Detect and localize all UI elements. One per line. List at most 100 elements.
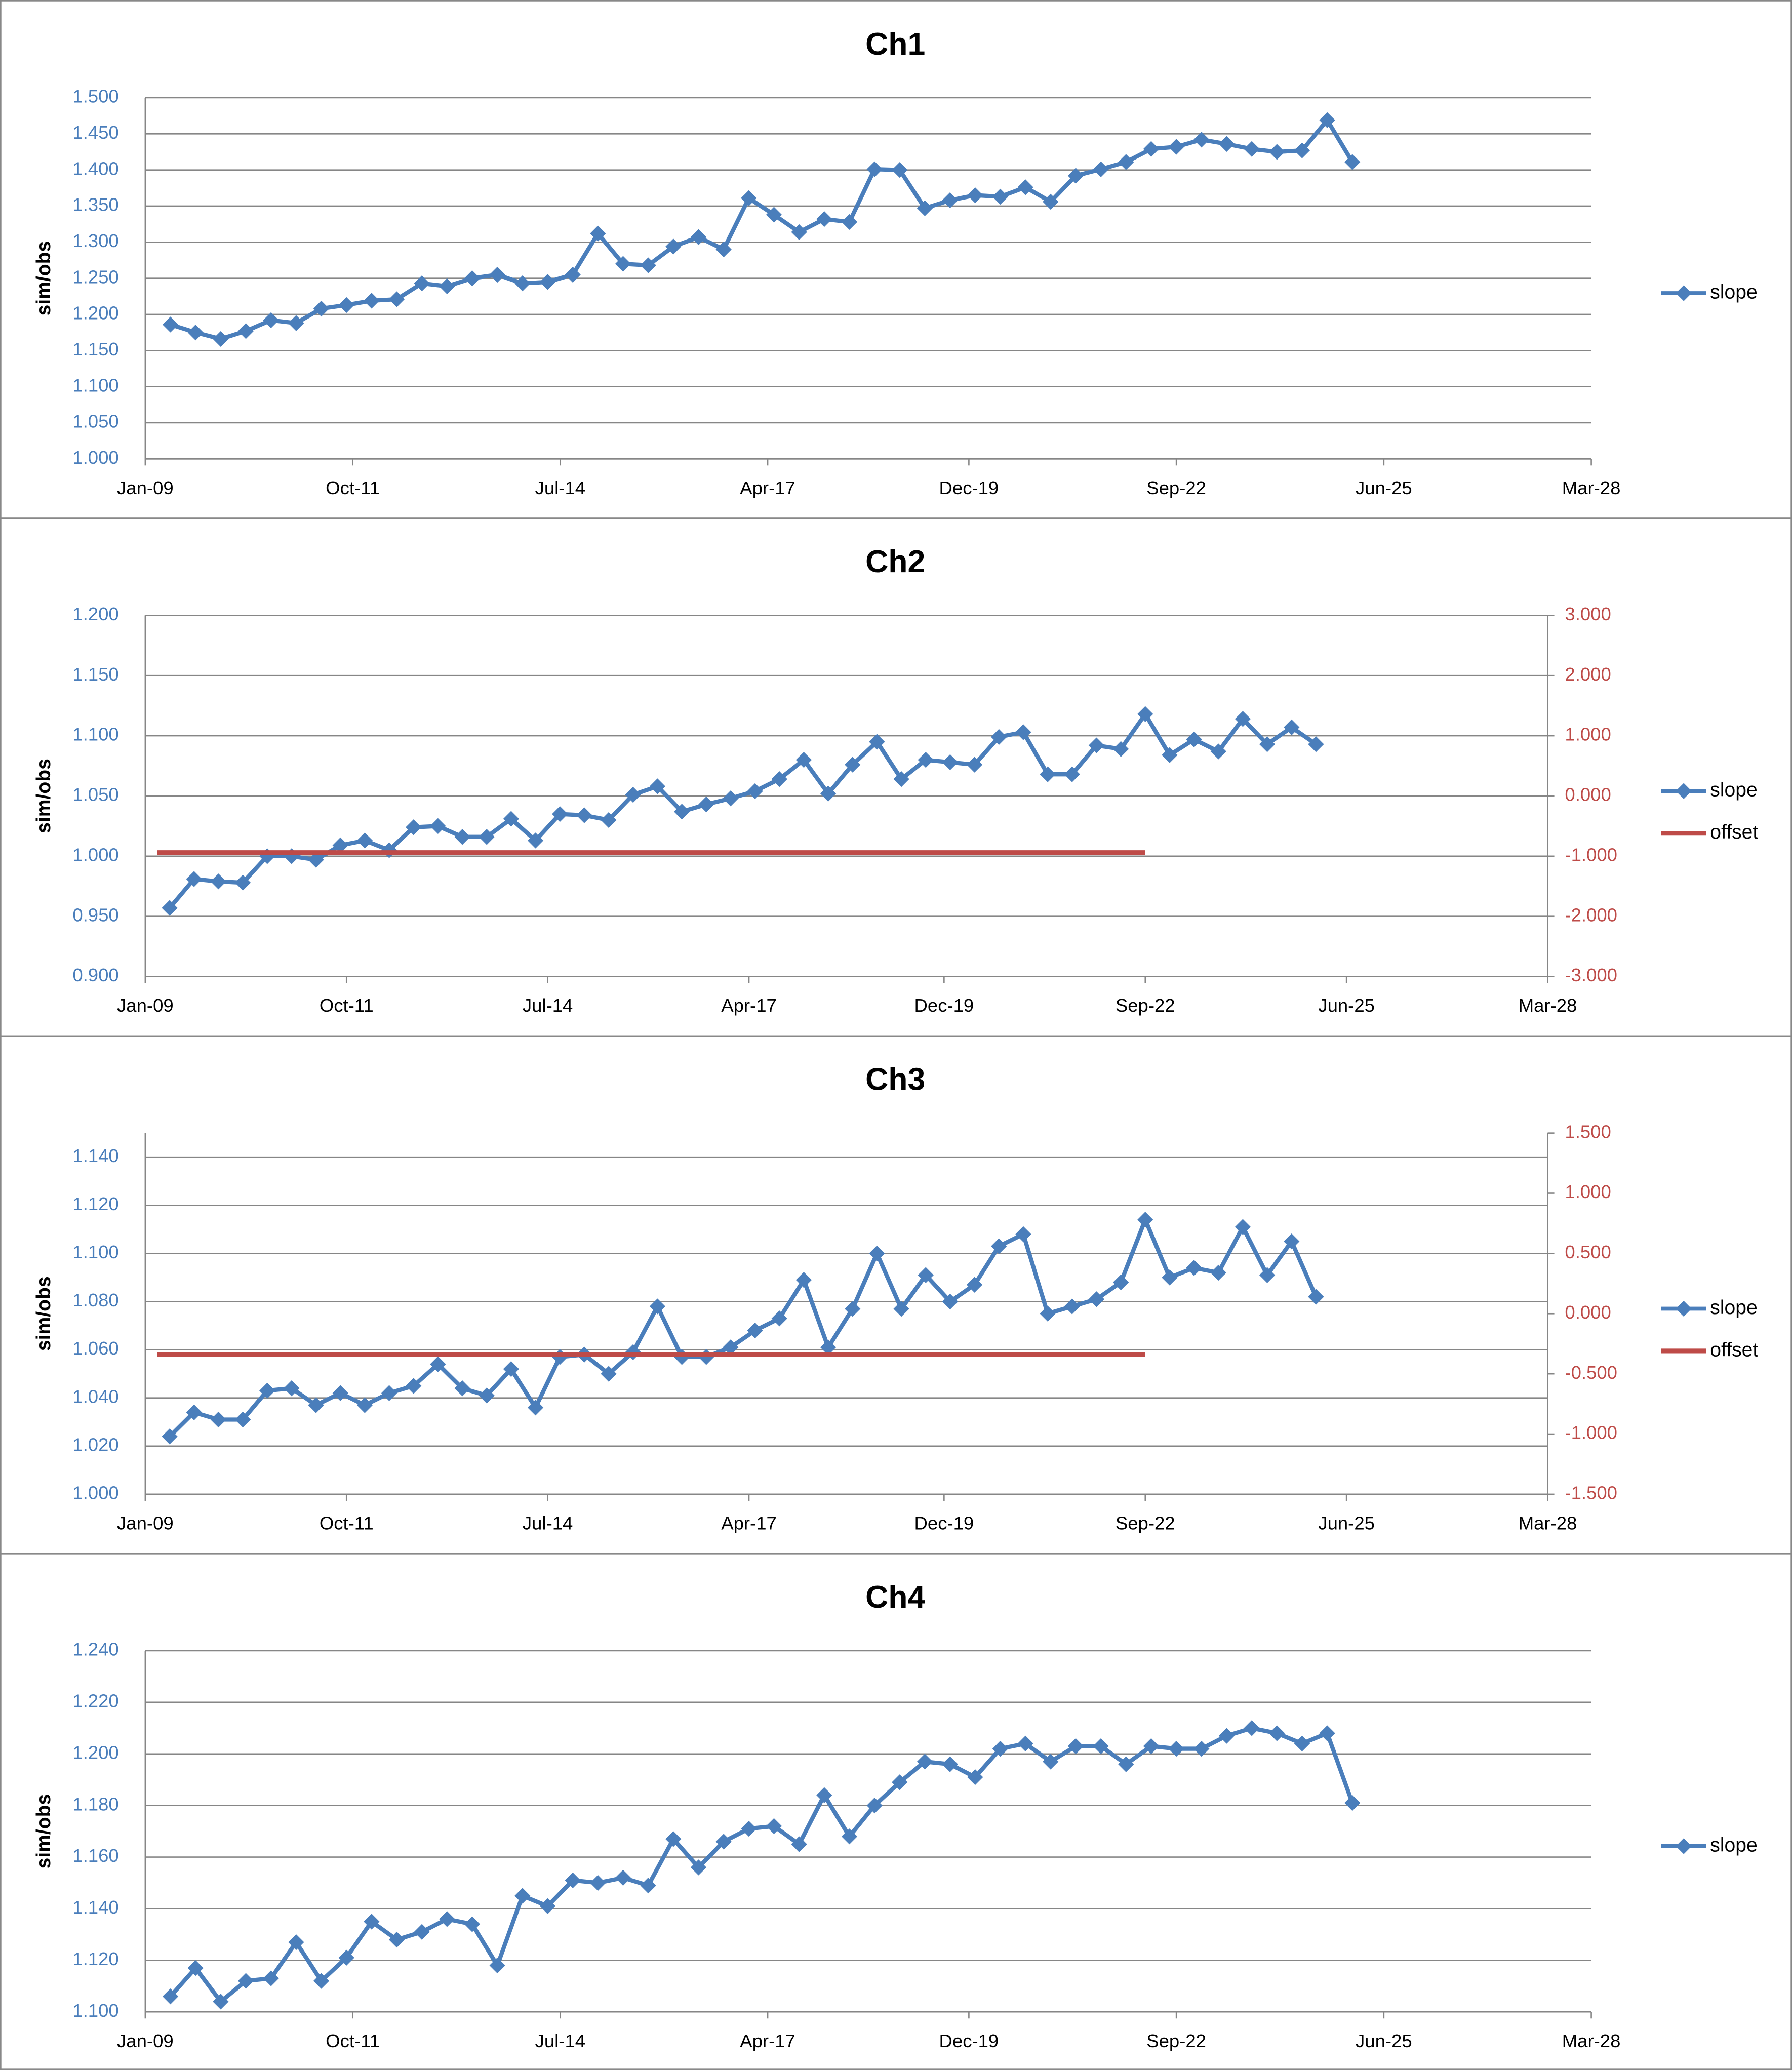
x-tick-label: Sep-22 (1146, 2031, 1206, 2051)
data-point (869, 1245, 885, 1262)
data-point (1064, 1298, 1080, 1315)
x-tick-label: Sep-22 (1116, 995, 1175, 1016)
data-point (479, 1387, 495, 1404)
x-tick-label: Jan-09 (117, 2031, 174, 2051)
x-tick-label: Jul-14 (535, 2031, 585, 2051)
y2-tick-label: 1.500 (1565, 1121, 1611, 1142)
data-point (601, 1366, 617, 1382)
data-point (715, 241, 732, 258)
data-point (942, 1756, 958, 1772)
x-tick-label: Sep-22 (1146, 477, 1206, 498)
y-axis-title: sim/obs (33, 1794, 55, 1869)
data-point (1112, 1274, 1129, 1291)
y-tick-label: 1.300 (72, 230, 118, 251)
data-point (942, 1293, 959, 1310)
data-point (1043, 1754, 1059, 1770)
data-point (1218, 1728, 1235, 1744)
data-point (918, 1267, 934, 1283)
data-point (741, 1820, 757, 1837)
y-tick-label: 1.120 (72, 1948, 118, 1969)
y2-tick-label: -1.500 (1565, 1483, 1617, 1503)
data-point (766, 1818, 782, 1835)
data-point (1017, 1735, 1033, 1752)
y2-tick-label: -3.000 (1565, 965, 1617, 985)
data-point (381, 842, 397, 858)
data-point (791, 1836, 807, 1852)
data-point (308, 852, 324, 868)
data-point (942, 192, 958, 209)
data-point (1235, 711, 1251, 727)
data-point (816, 211, 832, 227)
y-tick-label: 1.150 (72, 339, 118, 360)
data-point (514, 1888, 531, 1904)
data-point (747, 1322, 763, 1339)
x-tick-label: Dec-19 (914, 995, 974, 1016)
data-point (234, 1411, 251, 1428)
data-point (1093, 161, 1109, 177)
x-tick-label: Oct-11 (326, 2031, 380, 2051)
data-point (186, 1404, 202, 1420)
data-point (1235, 1219, 1251, 1235)
y-tick-label: 0.950 (72, 904, 118, 925)
data-point (1043, 193, 1059, 210)
x-tick-label: Jan-09 (117, 477, 174, 498)
y-tick-label: 1.100 (72, 2000, 118, 2021)
y-tick-label: 1.040 (72, 1386, 118, 1407)
data-point (967, 1769, 983, 1785)
legend-label: slope (1710, 779, 1758, 801)
data-point (430, 818, 446, 834)
data-point (565, 266, 581, 283)
data-point (771, 1310, 787, 1327)
data-point (841, 1828, 858, 1845)
data-point (866, 1798, 883, 1814)
data-point (841, 214, 858, 230)
data-point (741, 190, 757, 206)
x-tick-label: Jul-14 (523, 995, 573, 1016)
y2-tick-label: 0.500 (1565, 1242, 1611, 1262)
x-tick-label: Mar-28 (1562, 2031, 1621, 2051)
legend-marker (1676, 1838, 1692, 1854)
data-point (590, 1875, 606, 1891)
legend-label: offset (1710, 821, 1758, 843)
data-point (263, 312, 279, 329)
y-tick-label: 1.500 (72, 86, 118, 107)
data-point (1269, 1725, 1285, 1741)
data-point (640, 257, 656, 273)
y2-tick-label: 2.000 (1565, 664, 1611, 685)
data-point (893, 771, 909, 787)
data-point (414, 275, 430, 292)
data-point (237, 323, 254, 339)
legend-label: slope (1710, 1834, 1758, 1856)
data-point (1067, 1738, 1084, 1755)
data-point (489, 266, 505, 283)
y2-tick-label: -1.000 (1565, 844, 1617, 865)
data-point (284, 1380, 300, 1397)
y2-tick-label: 0.000 (1565, 1302, 1611, 1323)
data-point (966, 757, 983, 773)
y-tick-label: 1.180 (72, 1794, 118, 1814)
y-tick-label: 1.120 (72, 1193, 118, 1214)
chart-title: Ch2 (865, 544, 925, 579)
x-tick-label: Jun-25 (1318, 995, 1375, 1016)
data-point (1067, 168, 1084, 184)
y2-tick-label: 3.000 (1565, 604, 1611, 624)
data-point (1344, 154, 1361, 170)
data-point (893, 1301, 909, 1317)
data-point (1093, 1738, 1109, 1755)
data-point (771, 771, 787, 787)
data-point (565, 1872, 581, 1889)
data-point (539, 1898, 556, 1914)
data-point (237, 1973, 254, 1989)
y-tick-label: 1.200 (72, 604, 118, 624)
data-point (1308, 1289, 1324, 1305)
data-point (845, 1301, 861, 1317)
chart-panel: Ch1 sim/obs 1.000 1.050 1.100 1.150 1.200 1.250… (0, 0, 1792, 519)
data-point (917, 1754, 933, 1770)
x-tick-label: Mar-28 (1562, 477, 1621, 498)
data-point (439, 1911, 455, 1927)
data-point (1040, 766, 1056, 782)
legend-label: slope (1710, 1297, 1758, 1319)
y-tick-label: 1.100 (72, 1242, 118, 1262)
data-point (1319, 112, 1335, 128)
